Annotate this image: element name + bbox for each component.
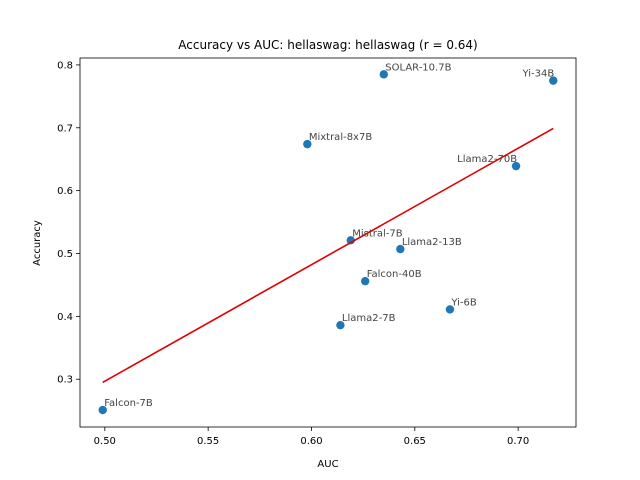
data-point bbox=[396, 244, 405, 254]
point-label: Yi-34B bbox=[522, 69, 555, 80]
point-label: Llama2-7B bbox=[342, 313, 396, 324]
point-label: Falcon-40B bbox=[367, 269, 422, 280]
plot-area: 0.50 0.55 0.60 0.65 0.70 0.3 0.4 0.5 0.6 0.7 0.8 Fa… bbox=[57, 57, 577, 447]
data-point bbox=[511, 161, 521, 171]
x-axis-title: AUC bbox=[317, 459, 338, 470]
y-tick-label: 0.8 bbox=[57, 60, 73, 71]
x-tick-label: 0.70 bbox=[507, 436, 529, 447]
x-tick-label: 0.60 bbox=[300, 436, 322, 447]
y-tick-label: 0.3 bbox=[57, 375, 73, 386]
data-point bbox=[346, 236, 355, 245]
y-tick-label: 0.4 bbox=[57, 312, 73, 323]
point-label: Mistral-7B bbox=[352, 228, 403, 239]
data-point bbox=[361, 276, 370, 286]
point-label: Yi-6B bbox=[450, 297, 477, 308]
data-point bbox=[98, 405, 107, 415]
y-tick-label: 0.6 bbox=[57, 186, 73, 197]
data-point bbox=[303, 139, 312, 149]
point-label: Mixtral-8x7B bbox=[309, 132, 373, 143]
point-label: SOLAR-10.7B bbox=[385, 62, 451, 73]
fit-line bbox=[102, 127, 554, 384]
y-tick-label: 0.7 bbox=[57, 123, 73, 134]
point-label: Llama2-70B bbox=[457, 154, 517, 165]
point-label: Llama2-13B bbox=[402, 237, 462, 248]
data-point bbox=[379, 70, 388, 79]
axes-frame bbox=[79, 57, 577, 428]
point-label: Falcon-7B bbox=[104, 398, 153, 409]
y-axis-title: Accuracy bbox=[32, 220, 43, 266]
y-tick-label: 0.5 bbox=[57, 249, 73, 260]
chart-title: Accuracy vs AUC: hellaswag: hellaswag (r… bbox=[178, 38, 477, 52]
x-tick-label: 0.55 bbox=[197, 436, 219, 447]
x-tick-label: 0.65 bbox=[404, 436, 426, 447]
data-point bbox=[445, 305, 455, 314]
data-point bbox=[336, 320, 345, 330]
x-tick-label: 0.50 bbox=[94, 436, 116, 447]
data-point bbox=[549, 76, 558, 85]
